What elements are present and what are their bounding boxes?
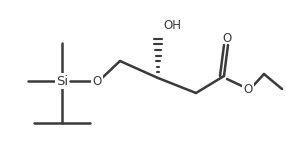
Text: O: O [243, 82, 253, 95]
Text: Si: Si [56, 75, 68, 87]
Text: OH: OH [163, 19, 181, 32]
Text: O: O [223, 32, 232, 44]
Text: O: O [92, 75, 102, 87]
